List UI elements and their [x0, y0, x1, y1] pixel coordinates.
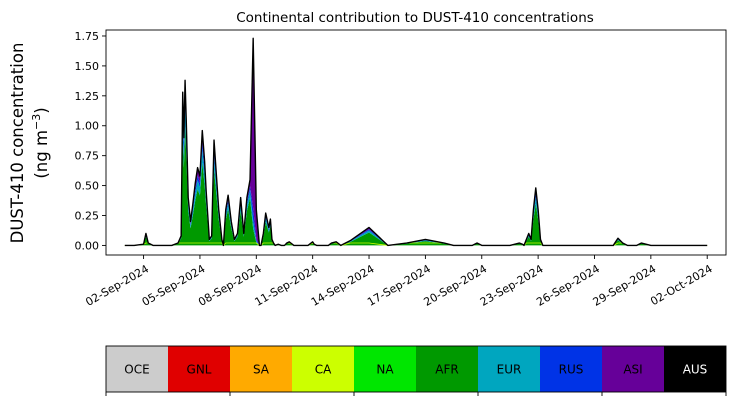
y-tick-label: 0.75 — [75, 150, 100, 163]
y-axis-ticks: 0.00 0.25 0.50 0.75 1.00 1.25 1.50 1.75 — [75, 30, 106, 252]
legend-label-gnl: GNL — [187, 363, 212, 377]
legend-swatch-rus — [540, 346, 602, 392]
x-tick-label: 08-Sep-2024 — [196, 262, 264, 309]
legend-swatch-gnl — [168, 346, 230, 392]
y-tick-label: 1.00 — [75, 120, 100, 133]
y-tick-label: 0.25 — [75, 210, 100, 223]
legend-swatch-asi — [602, 346, 664, 392]
y-tick-label: 0.00 — [75, 239, 100, 252]
legend-label-na: NA — [376, 363, 394, 377]
legend-label-asi: ASI — [623, 363, 642, 377]
legend-label-sa: SA — [253, 363, 270, 377]
total-line — [124, 37, 708, 247]
legend-swatch-afr — [416, 346, 478, 392]
legend-swatch-aus — [664, 346, 726, 392]
x-tick-label: 26-Sep-2024 — [534, 262, 602, 309]
legend-swatch-ca — [292, 346, 354, 392]
y-axis-label-line1: DUST-410 concentration — [8, 43, 27, 244]
legend: OCE GNL SA CA NA AFR EUR RUS ASI AUS — [105, 345, 727, 396]
legend-label-rus: RUS — [559, 363, 584, 377]
x-tick-label: 05-Sep-2024 — [140, 262, 208, 309]
y-axis-unit-sup: −3 — [30, 114, 43, 130]
legend-label-eur: EUR — [497, 363, 522, 377]
y-tick-label: 1.75 — [75, 30, 100, 43]
legend-swatch-oce — [106, 346, 168, 392]
legend-label-afr: AFR — [435, 363, 458, 377]
x-tick-label: 14-Sep-2024 — [309, 262, 377, 309]
y-tick-label: 1.50 — [75, 60, 100, 73]
legend-label-ca: CA — [315, 363, 332, 377]
x-tick-label: 02-Sep-2024 — [83, 262, 151, 309]
y-tick-label: 0.50 — [75, 180, 100, 193]
x-axis-ticks: 02-Sep-202405-Sep-202408-Sep-202411-Sep-… — [83, 255, 715, 309]
legend-swatch-na — [354, 346, 416, 392]
y-axis-unit-suffix: ) — [32, 107, 51, 113]
legend-label-oce: OCE — [124, 363, 149, 377]
x-tick-label: 29-Sep-2024 — [591, 262, 659, 309]
x-tick-label: 02-Oct-2024 — [648, 262, 714, 308]
legend-swatch-sa — [230, 346, 292, 392]
y-axis-unit-prefix: (ng m — [32, 130, 51, 179]
x-tick-label: 23-Sep-2024 — [478, 262, 546, 309]
plot-frame — [105, 29, 727, 256]
plot-area — [124, 37, 708, 247]
y-axis-label-line2: (ng m−3) — [30, 107, 51, 178]
x-tick-label: 20-Sep-2024 — [422, 262, 490, 309]
x-tick-label: 11-Sep-2024 — [252, 262, 320, 309]
x-tick-label: 17-Sep-2024 — [365, 262, 433, 309]
legend-swatch-eur — [478, 346, 540, 392]
legend-label-aus: AUS — [683, 363, 708, 377]
y-axis-label: DUST-410 concentration (ng m−3) — [8, 43, 51, 244]
legend-frame — [105, 345, 727, 393]
y-tick-label: 1.25 — [75, 90, 100, 103]
area-afr — [124, 126, 708, 246]
chart-title: Continental contribution to DUST-410 con… — [236, 10, 594, 26]
